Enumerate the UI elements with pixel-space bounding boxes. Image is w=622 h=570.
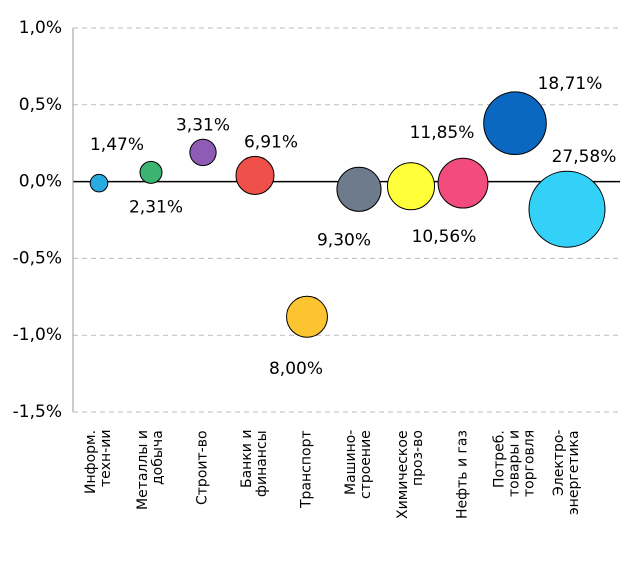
x-tick-label: Металлы и добыча bbox=[135, 430, 166, 510]
y-tick-label: 1,0% bbox=[19, 18, 62, 38]
y-tick-label: -0,5% bbox=[13, 248, 62, 268]
bubble bbox=[528, 170, 606, 248]
bubble bbox=[189, 138, 217, 167]
bubble bbox=[336, 166, 382, 212]
x-tick-label: Транспорт bbox=[298, 430, 315, 508]
y-tick-label: 0,0% bbox=[19, 172, 62, 192]
bubble bbox=[235, 155, 275, 195]
bubble-label: 2,31% bbox=[129, 197, 183, 217]
x-tick-label: Банки и финансы bbox=[239, 430, 270, 497]
bubble-label: 3,31% bbox=[176, 115, 230, 135]
bubble-label: 6,91% bbox=[244, 132, 298, 152]
x-tick-label: Строит-во bbox=[194, 430, 211, 505]
page: -1,5% -1,0% -0,5% 0,0% 0,5% 1,0% 1,47% 2,31% 3,3… bbox=[12, 18, 620, 519]
bubble-label: 18,71% bbox=[538, 74, 603, 94]
x-tick-label: Электро- энергетика bbox=[551, 430, 582, 515]
bubble bbox=[437, 157, 489, 209]
y-tick-label: -1,0% bbox=[13, 325, 62, 345]
bubble-label: 1,47% bbox=[90, 135, 144, 155]
bubble-label: 9,30% bbox=[317, 230, 371, 250]
bubble bbox=[483, 91, 547, 156]
bubble-label: 27,58% bbox=[552, 147, 617, 167]
bubble bbox=[286, 295, 328, 338]
bubble-label: 10,56% bbox=[412, 227, 477, 247]
x-tick-label: Машино- строение bbox=[343, 430, 374, 499]
x-tick-label: Информ. техн-ии bbox=[83, 430, 114, 495]
y-tick-label: -1,5% bbox=[13, 402, 62, 422]
bubble-label: 8,00% bbox=[269, 359, 323, 379]
bubble-label: 11,85% bbox=[410, 123, 475, 143]
x-tick-label: Химическое проз-во bbox=[395, 430, 426, 519]
bubble bbox=[386, 162, 436, 211]
bubble bbox=[139, 160, 163, 184]
x-tick-label: Нефть и газ bbox=[454, 430, 471, 519]
chart: -1,5% -1,0% -0,5% 0,0% 0,5% 1,0% 1,47% 2,31% 3,3… bbox=[13, 18, 620, 422]
bubble bbox=[89, 173, 109, 193]
x-tick-label: Потреб. товары и торговля bbox=[491, 430, 538, 498]
y-tick-label: 0,5% bbox=[19, 95, 62, 115]
